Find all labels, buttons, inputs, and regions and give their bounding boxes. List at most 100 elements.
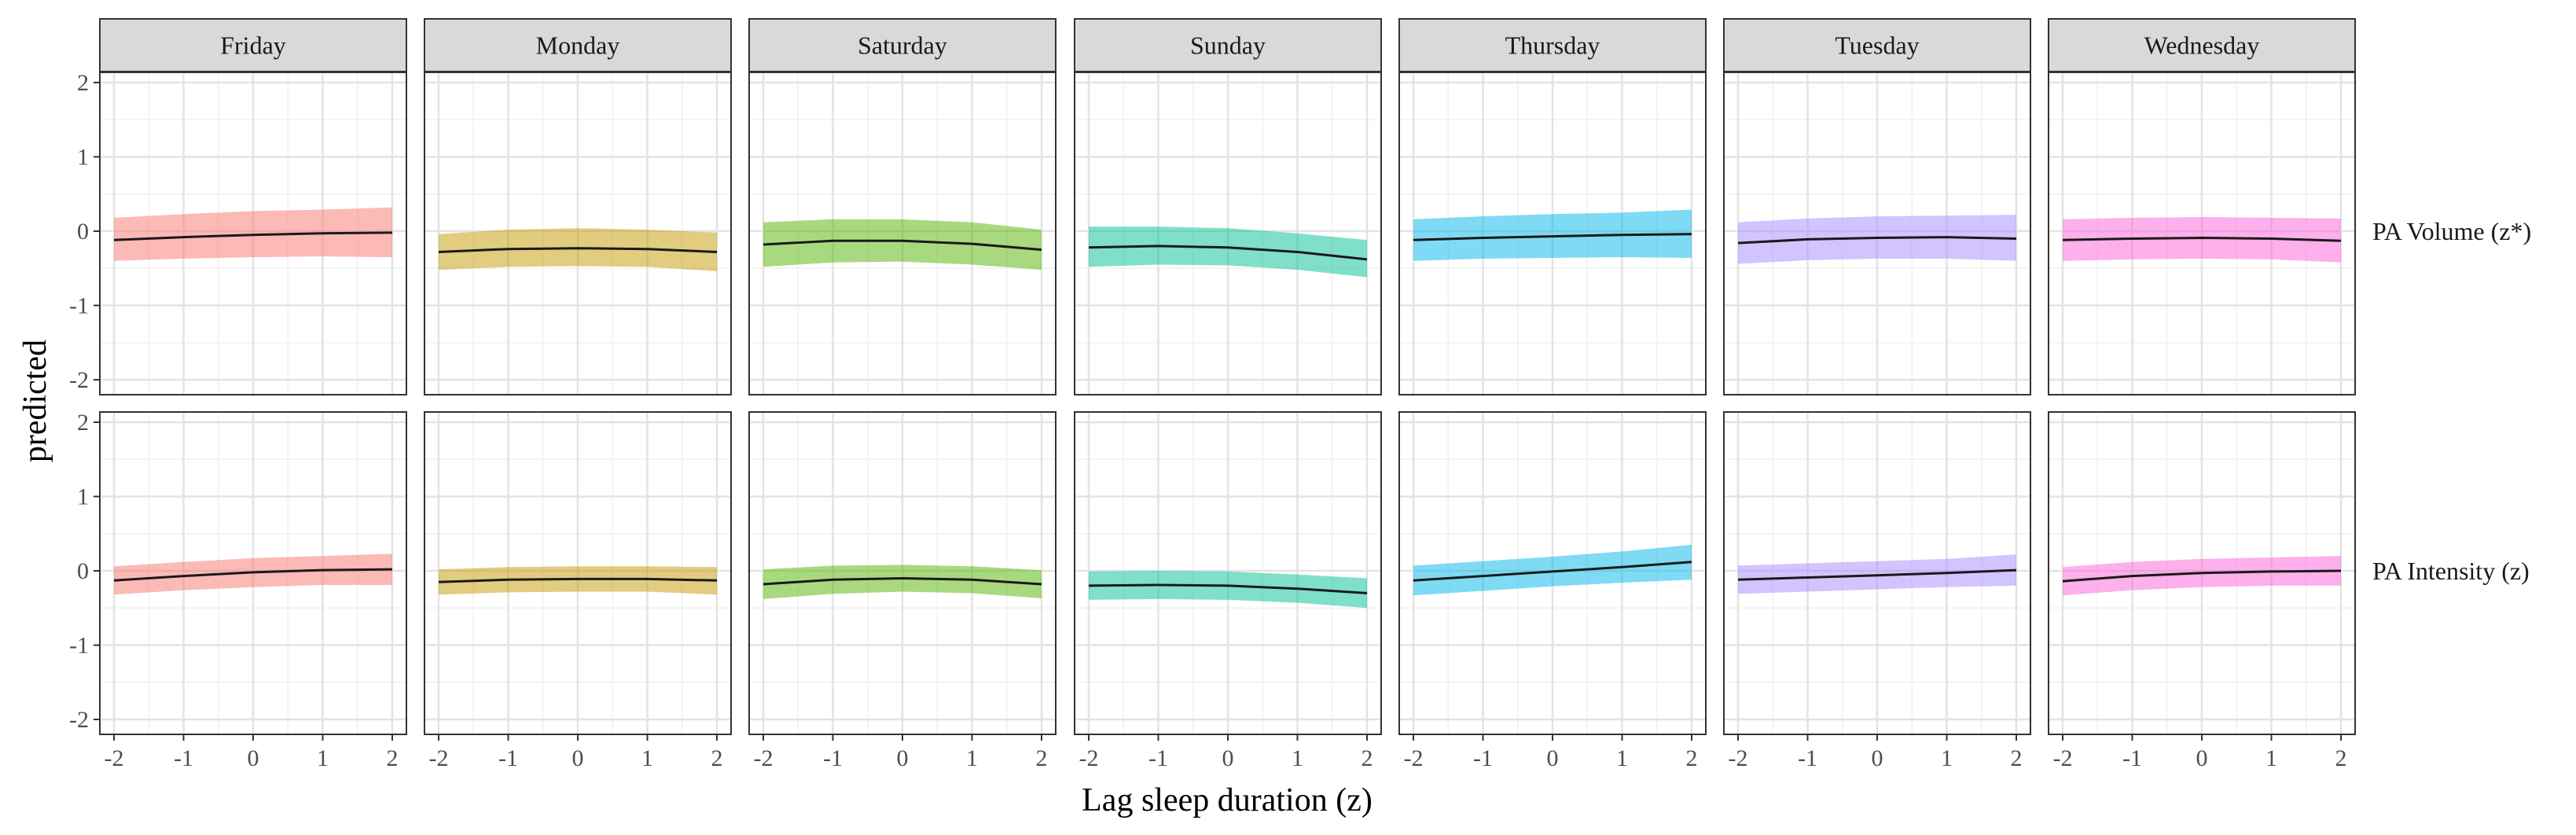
panel-border <box>1074 72 1382 395</box>
fit-line-thursday <box>1413 233 1692 241</box>
x-tick-label: 1 <box>2265 745 2277 771</box>
x-tick-label: -1 <box>498 745 518 771</box>
x-tick-label: 0 <box>572 745 584 771</box>
strip-sunday <box>1074 18 1382 72</box>
y-tick-label: -1 <box>69 293 89 319</box>
y-tick-label: -2 <box>69 707 89 733</box>
confidence-ribbon-saturday <box>763 219 1042 270</box>
x-tick-label: 0 <box>1222 745 1234 771</box>
x-tick-label: -2 <box>1729 745 1748 771</box>
panel-border <box>2048 72 2356 395</box>
x-tick-label: 2 <box>1361 745 1373 771</box>
x-tick-label: -1 <box>2122 745 2142 771</box>
y-tick-label: -1 <box>69 633 89 659</box>
x-tick-label: 2 <box>1036 745 1048 771</box>
x-tick-label: 1 <box>317 745 329 771</box>
strip-label-friday: Friday <box>220 31 286 60</box>
x-tick-label: 1 <box>966 745 978 771</box>
strip-label-tuesday: Tuesday <box>1835 31 1919 60</box>
confidence-ribbon-monday <box>439 566 717 595</box>
y-tick-label: 1 <box>77 145 89 171</box>
panel-pa-intensity-z-thursday: -2 -1 0 1 2 <box>1398 411 1707 771</box>
fit-line-thursday <box>1413 561 1692 582</box>
panel-pa-volume-z-saturday <box>748 72 1056 395</box>
fit-line-tuesday <box>1737 568 2017 581</box>
x-tick-label: 1 <box>1941 745 1953 771</box>
panel-pa-volume-z-monday <box>424 72 732 395</box>
confidence-ribbon-saturday <box>763 565 1042 599</box>
panel-pa-volume-z-wednesday <box>2048 72 2356 395</box>
panel-border <box>1723 72 2031 395</box>
confidence-ribbon-friday <box>114 554 392 595</box>
panel-pa-intensity-z-saturday: -2 -1 0 1 2 <box>748 411 1056 771</box>
panel-pa-intensity-z-tuesday: -2 -1 0 1 2 <box>1723 411 2031 771</box>
confidence-ribbon-sunday <box>1089 226 1367 278</box>
x-tick-label: 2 <box>1686 745 1698 771</box>
x-tick-label: 0 <box>1872 745 1883 771</box>
panel-pa-volume-z-tuesday <box>1723 72 2031 395</box>
fit-line-friday <box>113 231 393 241</box>
x-tick-label: 0 <box>2196 745 2208 771</box>
panel-pa-volume-z-thursday <box>1398 72 1707 395</box>
y-tick-label: -2 <box>69 367 89 393</box>
strip-label-sunday: Sunday <box>1190 31 1266 60</box>
confidence-ribbon-tuesday <box>1738 215 2016 264</box>
strip-saturday <box>748 18 1056 72</box>
strip-label-wednesday: Wednesday <box>2144 31 2260 60</box>
panel-pa-intensity-z-monday: -2 -1 0 1 2 <box>424 411 732 771</box>
x-tick-label: 2 <box>2011 745 2023 771</box>
x-tick-label: -1 <box>823 745 843 771</box>
x-tick-label: 2 <box>387 745 399 771</box>
panel-pa-intensity-z-wednesday: -2 -1 0 1 2 <box>2048 411 2356 771</box>
facet-panels: Friday Monday Saturday Sunday Thursday Tuesda… <box>69 18 2531 771</box>
x-tick-label: -1 <box>1148 745 1168 771</box>
y-tick-label: 0 <box>77 558 89 584</box>
x-tick-label: 0 <box>248 745 259 771</box>
x-tick-label: 2 <box>2335 745 2347 771</box>
confidence-ribbon-thursday <box>1413 544 1692 596</box>
panel-border <box>748 72 1056 395</box>
panel-border <box>1398 72 1707 395</box>
fit-line-sunday <box>1088 583 1368 594</box>
confidence-ribbon-wednesday <box>2063 217 2341 263</box>
fit-line-wednesday <box>2062 569 2342 583</box>
confidence-ribbon-sunday <box>1089 571 1367 609</box>
panel-pa-volume-z-sunday <box>1074 72 1382 395</box>
panel-pa-intensity-z-sunday: -2 -1 0 1 2 <box>1074 411 1382 771</box>
fit-line-tuesday <box>1737 236 2017 245</box>
row-label-pa-volume-z: PA Volume (z*) <box>2372 217 2531 245</box>
x-tick-label: -2 <box>429 745 449 771</box>
strip-label-thursday: Thursday <box>1505 31 1600 60</box>
strip-tuesday <box>1723 18 2031 72</box>
x-tick-label: -2 <box>2053 745 2073 771</box>
strip-monday <box>424 18 732 72</box>
x-tick-label: 2 <box>711 745 723 771</box>
x-tick-label: -1 <box>1473 745 1493 771</box>
fit-line-monday <box>438 247 718 253</box>
x-tick-label: -1 <box>1798 745 1817 771</box>
x-tick-label: -2 <box>1079 745 1099 771</box>
x-tick-label: 1 <box>1292 745 1303 771</box>
strip-friday <box>99 18 407 72</box>
x-tick-label: 0 <box>1547 745 1559 771</box>
fit-line-monday <box>438 577 718 583</box>
fit-line-wednesday <box>2062 236 2342 242</box>
x-tick-label: 0 <box>897 745 909 771</box>
x-tick-label: -2 <box>105 745 124 771</box>
strip-label-saturday: Saturday <box>858 31 947 60</box>
y-tick-label: 0 <box>77 219 89 245</box>
strip-label-monday: Monday <box>536 31 620 60</box>
x-tick-label: 1 <box>641 745 653 771</box>
panel-pa-volume-z-friday: -2 -1 0 1 2 <box>69 70 407 395</box>
y-tick-label: 1 <box>77 484 89 510</box>
fit-line-saturday <box>763 239 1042 252</box>
x-tick-label: -2 <box>754 745 774 771</box>
x-tick-label: -2 <box>1404 745 1424 771</box>
x-axis-title: Lag sleep duration (z) <box>1082 782 1373 818</box>
x-tick-label: -1 <box>174 745 193 771</box>
y-tick-label: 2 <box>77 410 89 436</box>
fit-line-saturday <box>763 576 1042 586</box>
x-tick-label: 1 <box>1616 745 1628 771</box>
fit-line-friday <box>113 568 393 582</box>
